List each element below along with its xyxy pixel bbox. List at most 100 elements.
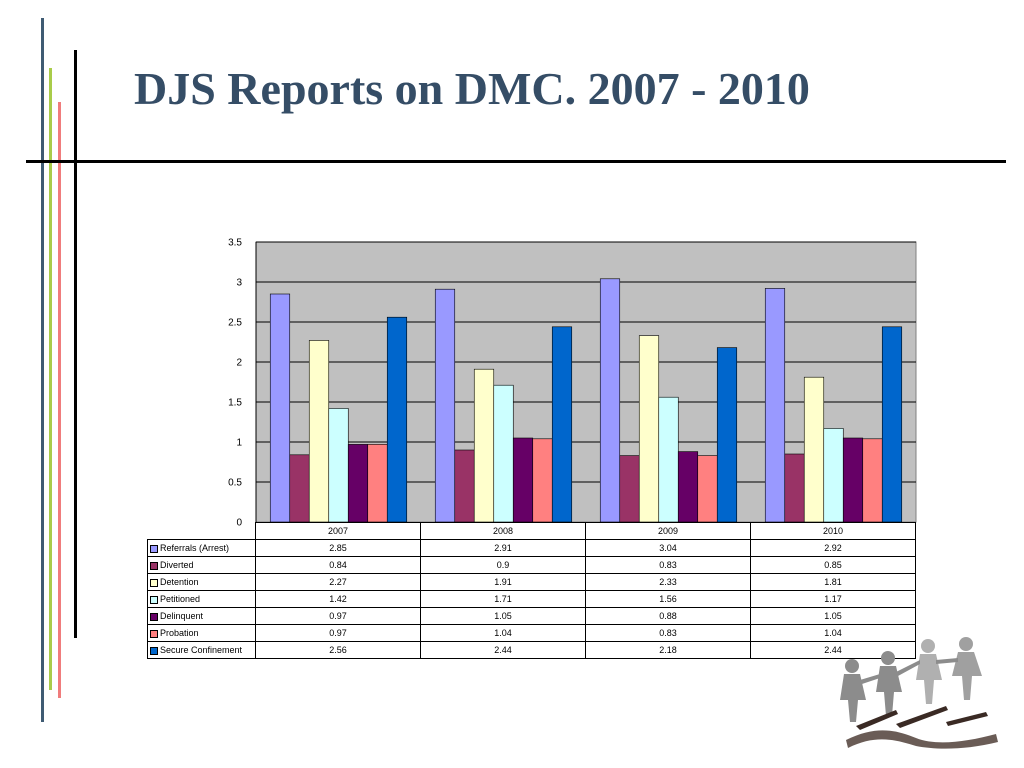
data-label: 0.85 (750, 556, 916, 574)
x-category-label: 2007 (255, 522, 421, 540)
series-name: Probation (160, 628, 199, 638)
table-row: Delinquent 0.97 1.05 0.88 1.05 (147, 607, 916, 625)
data-label: 0.97 (255, 607, 421, 625)
series-name: Petitioned (160, 594, 201, 604)
bar (764, 288, 786, 523)
legend-swatch (150, 612, 158, 621)
vertical-line-green (49, 68, 52, 690)
bar (881, 326, 903, 523)
data-label: 2.44 (420, 641, 586, 659)
table-row: Secure Confinement 2.56 2.44 2.18 2.44 (147, 641, 916, 659)
bar (677, 451, 699, 523)
legend-swatch (150, 646, 158, 655)
data-label: 2.91 (420, 539, 586, 557)
bar (842, 437, 864, 523)
table-row: Detention 2.27 1.91 2.33 1.81 (147, 573, 916, 591)
data-label: 2.33 (585, 573, 751, 591)
data-label: 0.83 (585, 624, 751, 642)
legend-entry: Probation (147, 624, 256, 642)
data-label: 0.9 (420, 556, 586, 574)
bar (697, 455, 718, 523)
y-tick-label: 3 (236, 278, 242, 289)
series-name: Diverted (160, 560, 194, 570)
x-category-label: 2010 (750, 522, 916, 540)
data-label: 1.17 (750, 590, 916, 608)
data-label: 2.18 (585, 641, 751, 659)
bar (289, 454, 310, 523)
bar (367, 444, 388, 523)
data-label: 0.83 (585, 556, 751, 574)
data-label: 1.05 (420, 607, 586, 625)
vertical-line-black (74, 50, 77, 638)
data-label: 1.91 (420, 573, 586, 591)
data-label: 1.05 (750, 607, 916, 625)
y-tick-label: 1.5 (228, 398, 242, 409)
bar (347, 444, 369, 523)
data-label: 1.42 (255, 590, 421, 608)
bar (308, 340, 330, 523)
bar (512, 437, 534, 523)
bar (716, 347, 738, 523)
legend-entry: Delinquent (147, 607, 256, 625)
data-label: 2.56 (255, 641, 421, 659)
data-label: 2.44 (750, 641, 916, 659)
legend-swatch (150, 629, 158, 638)
legend-entry: Petitioned (147, 590, 256, 608)
legend-entry: Detention (147, 573, 256, 591)
data-label: 1.71 (420, 590, 586, 608)
legend-entry: Diverted (147, 556, 256, 574)
data-label: 1.56 (585, 590, 751, 608)
vertical-line-red (58, 102, 61, 698)
data-label: 2.92 (750, 539, 916, 557)
legend-swatch (150, 595, 158, 604)
data-label: 3.04 (585, 539, 751, 557)
table-header-row: 2007 2008 2009 2010 (148, 522, 916, 540)
data-label: 2.85 (255, 539, 421, 557)
bar (386, 316, 408, 523)
series-name: Detention (160, 577, 199, 587)
y-tick-label: 0 (236, 518, 242, 529)
y-tick-label: 3.5 (228, 238, 242, 249)
table-row: Referrals (Arrest) 2.85 2.91 3.04 2.92 (147, 539, 916, 557)
bar (493, 384, 514, 523)
bar (551, 326, 573, 523)
table-row: Diverted 0.84 0.9 0.83 0.85 (147, 556, 916, 574)
bar (454, 449, 475, 523)
y-tick-label: 2.5 (228, 318, 242, 329)
data-label: 0.84 (255, 556, 421, 574)
bar (823, 428, 844, 523)
slide-title: DJS Reports on DMC. 2007 - 2010 (134, 63, 810, 114)
data-label: 0.97 (255, 624, 421, 642)
bar (532, 438, 553, 523)
table-row: Petitioned 1.42 1.71 1.56 1.17 (147, 590, 916, 608)
bar (784, 453, 805, 523)
legend-swatch (150, 544, 158, 553)
series-name: Secure Confinement (160, 645, 243, 655)
data-label: 1.81 (750, 573, 916, 591)
y-tick-label: 1 (236, 438, 242, 449)
paper-chain-people-icon (840, 637, 998, 749)
bar (328, 408, 349, 523)
data-label: 1.04 (420, 624, 586, 642)
x-category-label: 2008 (420, 522, 586, 540)
table-corner-cell (148, 523, 256, 540)
bar (599, 278, 621, 523)
series-name: Delinquent (160, 611, 204, 621)
chart-data-table: 2007 2008 2009 2010 Referrals (Arrest) 2.85 2… (147, 522, 916, 659)
y-tick-label: 0.5 (228, 478, 242, 489)
x-category-label: 2009 (585, 522, 751, 540)
y-tick-label: 2 (236, 358, 242, 369)
bar (862, 438, 883, 523)
horizontal-rule (26, 160, 1006, 163)
legend-swatch (150, 561, 158, 570)
series-name: Referrals (Arrest) (160, 543, 230, 553)
data-label: 0.88 (585, 607, 751, 625)
legend-swatch (150, 578, 158, 587)
bar (658, 396, 679, 523)
table-row: Probation 0.97 1.04 0.83 1.04 (147, 624, 916, 642)
bar (638, 335, 660, 523)
bar (473, 368, 495, 523)
legend-entry: Secure Confinement (147, 641, 256, 659)
bar (269, 293, 291, 523)
